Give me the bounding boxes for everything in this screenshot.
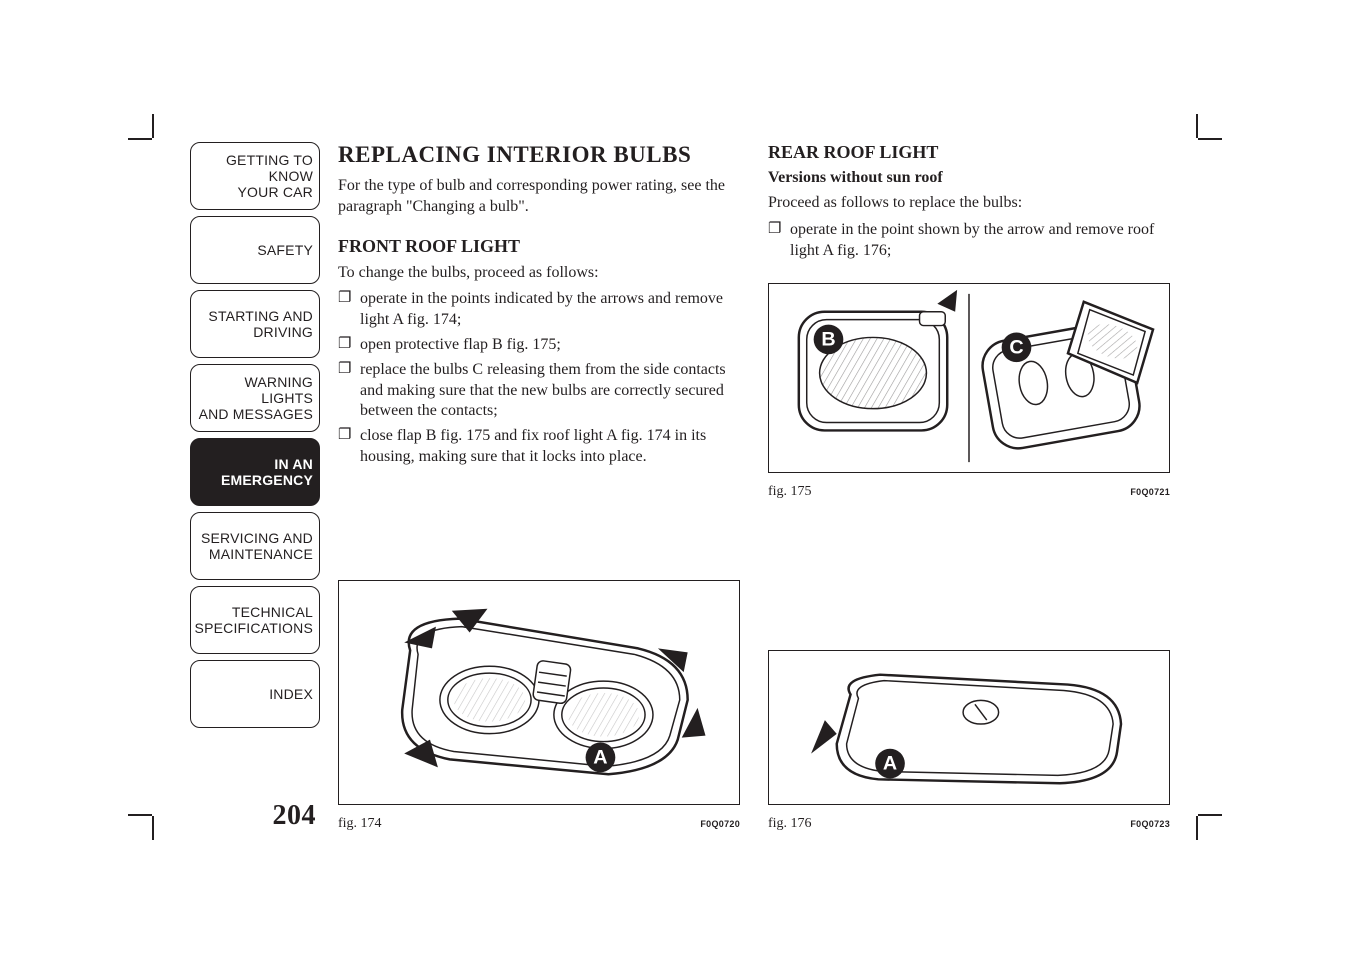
- right-column: REAR ROOF LIGHT Versions without sun roo…: [768, 142, 1170, 832]
- section-tab[interactable]: TECHNICALSPECIFICATIONS: [190, 586, 320, 654]
- figure-label: fig. 175: [768, 484, 812, 500]
- figure-174-drawing: A: [338, 580, 740, 805]
- tab-label: EMERGENCY: [221, 472, 313, 488]
- figure-174: A fig. 174 F0Q0720: [338, 580, 740, 832]
- crop-mark: [1198, 814, 1222, 816]
- figure-176: A fig. 176 F0Q0723: [768, 650, 1170, 832]
- crop-mark: [1196, 114, 1198, 138]
- heading-h1: REPLACING INTERIOR BULBS: [338, 142, 740, 168]
- intro-paragraph: For the type of bulb and corresponding p…: [338, 176, 740, 218]
- section-tabs: GETTING TO KNOWYOUR CAR SAFETY STARTING AN…: [190, 142, 320, 832]
- figure-code: F0Q0720: [700, 819, 740, 829]
- lead-paragraph: Proceed as follows to replace the bulbs:: [768, 193, 1170, 214]
- list-item: operate in the points indicated by the a…: [338, 289, 740, 331]
- crop-mark: [152, 816, 154, 840]
- tab-label: STARTING AND: [208, 308, 313, 324]
- section-tab[interactable]: STARTING ANDDRIVING: [190, 290, 320, 358]
- tab-label: MAINTENANCE: [209, 546, 313, 562]
- tab-label: IN AN: [274, 456, 313, 472]
- section-tab[interactable]: SAFETY: [190, 216, 320, 284]
- page-number: 204: [190, 800, 320, 832]
- heading-h2: FRONT ROOF LIGHT: [338, 236, 740, 257]
- section-tab[interactable]: WARNING LIGHTSAND MESSAGES: [190, 364, 320, 432]
- tab-label: YOUR CAR: [238, 184, 314, 200]
- figure-176-drawing: A: [768, 650, 1170, 805]
- figure-caption-row: fig. 176 F0Q0723: [768, 816, 1170, 832]
- tab-label: SERVICING AND: [201, 530, 313, 546]
- tab-label: DRIVING: [253, 324, 313, 340]
- section-tab[interactable]: SERVICING ANDMAINTENANCE: [190, 512, 320, 580]
- crop-mark: [128, 138, 152, 140]
- tab-label: AND MESSAGES: [199, 406, 313, 422]
- tab-label: SPECIFICATIONS: [195, 620, 313, 636]
- body-columns: REPLACING INTERIOR BULBS For the type of…: [320, 142, 1170, 832]
- figure-badge-a: A: [883, 753, 897, 775]
- heading-h2: REAR ROOF LIGHT: [768, 142, 1170, 163]
- tab-label: SAFETY: [257, 242, 313, 258]
- crop-mark: [1196, 816, 1198, 840]
- procedure-list: operate in the point shown by the arrow …: [768, 220, 1170, 266]
- figure-code: F0Q0721: [1130, 487, 1170, 497]
- section-tab[interactable]: IN ANEMERGENCY: [190, 438, 320, 506]
- procedure-list: operate in the points indicated by the a…: [338, 289, 740, 471]
- figure-label: fig. 174: [338, 816, 382, 832]
- manual-page: GETTING TO KNOWYOUR CAR SAFETY STARTING AN…: [0, 0, 1350, 954]
- content-area: GETTING TO KNOWYOUR CAR SAFETY STARTING AN…: [190, 142, 1170, 832]
- figure-code: F0Q0723: [1130, 819, 1170, 829]
- figure-badge-c: C: [1009, 337, 1023, 359]
- tab-label: TECHNICAL: [232, 604, 313, 620]
- crop-mark: [1198, 138, 1222, 140]
- left-column: REPLACING INTERIOR BULBS For the type of…: [338, 142, 740, 832]
- list-item: close flap B fig. 175 and fix roof light…: [338, 426, 740, 468]
- figure-badge-b: B: [821, 329, 835, 351]
- list-item: open protective flap B fig. 175;: [338, 335, 740, 356]
- figure-175-drawing: B: [768, 283, 1170, 473]
- list-item: operate in the point shown by the arrow …: [768, 220, 1170, 262]
- crop-mark: [152, 114, 154, 138]
- list-item: replace the bulbs C releasing them from …: [338, 360, 740, 422]
- section-tab[interactable]: GETTING TO KNOWYOUR CAR: [190, 142, 320, 210]
- lead-paragraph: To change the bulbs, proceed as follows:: [338, 263, 740, 284]
- figure-caption-row: fig. 175 F0Q0721: [768, 484, 1170, 500]
- tab-label: WARNING LIGHTS: [191, 374, 313, 406]
- tab-label: GETTING TO KNOW: [191, 152, 313, 184]
- section-tab[interactable]: INDEX: [190, 660, 320, 728]
- figure-175: B: [768, 283, 1170, 500]
- figure-caption-row: fig. 174 F0Q0720: [338, 816, 740, 832]
- heading-h3: Versions without sun roof: [768, 169, 1170, 187]
- figure-badge-a: A: [593, 746, 607, 768]
- figure-label: fig. 176: [768, 816, 812, 832]
- tab-label: INDEX: [269, 686, 313, 702]
- crop-mark: [128, 814, 152, 816]
